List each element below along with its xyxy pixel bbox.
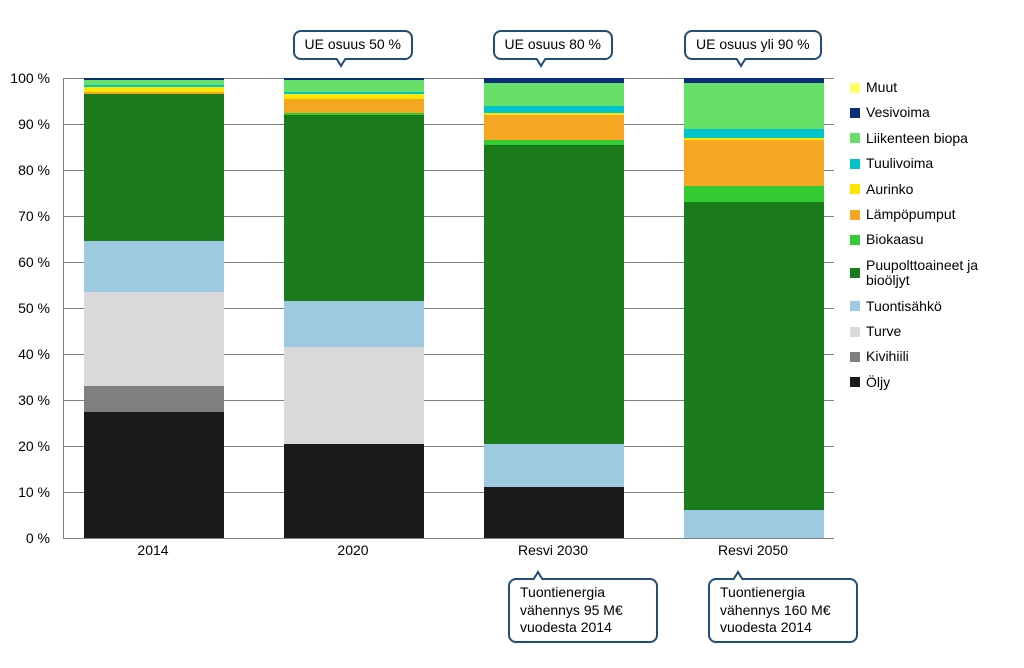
bar-segment-kivihiili [84, 386, 224, 411]
y-tick-label: 50 % [0, 300, 50, 316]
legend-item-turve: Turve [850, 324, 1016, 339]
legend-item-oljy: Öljy [850, 375, 1016, 390]
legend-swatch [850, 301, 860, 311]
bar-segment-biokaasu [684, 186, 824, 202]
callout-line: Tuontienergia [520, 584, 646, 602]
legend-item-muut: Muut [850, 80, 1016, 95]
bar-group [484, 78, 624, 538]
callout-line: vähennys 95 M€ [520, 602, 646, 620]
x-tick-label: Resvi 2030 [518, 542, 588, 558]
y-tick-label: 70 % [0, 208, 50, 224]
legend-item-puupolttoaineet: Puupolttoaineet ja bioöljyt [850, 258, 1016, 289]
callout-line: Tuontienergia [720, 584, 846, 602]
legend-swatch [850, 377, 860, 387]
bar-segment-lampopumput [284, 99, 424, 113]
bar-segment-liikenteen_biopa [484, 83, 624, 106]
callout-top: UE osuus yli 90 % [684, 30, 822, 60]
legend-swatch [850, 352, 860, 362]
y-tick-label: 60 % [0, 254, 50, 270]
chart-container: 0 % 10 % 20 % 30 % 40 % 50 % 60 % 70 % 80 % 90 % 1… [0, 0, 1024, 668]
callout-bottom: Tuontienergiavähennys 95 M€vuodesta 2014 [508, 578, 658, 643]
y-tick-label: 30 % [0, 392, 50, 408]
legend-label: Turve [866, 324, 901, 339]
legend-item-biokaasu: Biokaasu [850, 232, 1016, 247]
bar-segment-tuontisahko [684, 510, 824, 538]
y-tick-label: 10 % [0, 484, 50, 500]
legend-label: Muut [866, 80, 897, 95]
legend-item-vesivoima: Vesivoima [850, 105, 1016, 120]
legend-item-liikenteen_biopa: Liikenteen biopa [850, 131, 1016, 146]
x-tick-label: Resvi 2050 [718, 542, 788, 558]
bar-segment-turve [84, 292, 224, 386]
bar-group [684, 78, 824, 538]
y-tick-label: 100 % [0, 70, 50, 86]
bar-segment-puupolttoaineet [84, 94, 224, 241]
bar-segment-puupolttoaineet [684, 202, 824, 510]
bar-segment-liikenteen_biopa [284, 80, 424, 92]
legend-swatch [850, 108, 860, 118]
legend-swatch [850, 184, 860, 194]
legend-label: Kivihiili [866, 349, 909, 364]
legend-label: Puupolttoaineet ja bioöljyt [866, 258, 1016, 289]
legend-swatch [850, 210, 860, 220]
legend-label: Öljy [866, 375, 890, 390]
bar-group [84, 78, 224, 538]
bar-segment-lampopumput [484, 115, 624, 140]
callout-line: vuodesta 2014 [720, 619, 846, 637]
legend-label: Tuontisähkö [866, 299, 942, 314]
callout-top: UE osuus 50 % [293, 30, 414, 60]
plot-area [63, 78, 834, 539]
bar-segment-oljy [284, 444, 424, 538]
legend-item-kivihiili: Kivihiili [850, 349, 1016, 364]
bar-segment-oljy [484, 487, 624, 538]
callout-line: vuodesta 2014 [520, 619, 646, 637]
bar-segment-oljy [84, 412, 224, 539]
legend-item-tuontisahko: Tuontisähkö [850, 299, 1016, 314]
legend-swatch [850, 268, 860, 278]
legend-label: Tuulivoima [866, 156, 933, 171]
bar-segment-liikenteen_biopa [684, 83, 824, 129]
callout-bottom: Tuontienergiavähennys 160 M€vuodesta 201… [708, 578, 858, 643]
y-tick-label: 90 % [0, 116, 50, 132]
bar-segment-tuulivoima [684, 129, 824, 138]
legend-swatch [850, 83, 860, 93]
callout-top: UE osuus 80 % [493, 30, 614, 60]
y-tick-label: 20 % [0, 438, 50, 454]
legend-label: Biokaasu [866, 232, 924, 247]
legend: Muut Vesivoima Liikenteen biopa Tuulivoima A… [850, 80, 1016, 400]
legend-label: Liikenteen biopa [866, 131, 968, 146]
legend-swatch [850, 327, 860, 337]
y-tick-label: 0 % [0, 530, 50, 546]
bar-segment-puupolttoaineet [484, 145, 624, 444]
bar-segment-turve [284, 347, 424, 444]
bar-segment-lampopumput [684, 140, 824, 186]
callout-line: vähennys 160 M€ [720, 602, 846, 620]
y-tick-label: 80 % [0, 162, 50, 178]
legend-swatch [850, 159, 860, 169]
bar-segment-tuontisahko [284, 301, 424, 347]
legend-item-lampopumput: Lämpöpumput [850, 207, 1016, 222]
bar-group [284, 78, 424, 538]
bar-segment-puupolttoaineet [284, 115, 424, 301]
bar-segment-tuontisahko [484, 444, 624, 488]
y-tick-label: 40 % [0, 346, 50, 362]
legend-label: Lämpöpumput [866, 207, 956, 222]
legend-item-tuulivoima: Tuulivoima [850, 156, 1016, 171]
bar-segment-tuontisahko [84, 241, 224, 292]
legend-swatch [850, 235, 860, 245]
bar-segment-tuulivoima [484, 106, 624, 113]
legend-swatch [850, 133, 860, 143]
legend-label: Aurinko [866, 182, 913, 197]
x-tick-label: 2014 [137, 542, 168, 558]
legend-item-aurinko: Aurinko [850, 182, 1016, 197]
legend-label: Vesivoima [866, 105, 930, 120]
x-tick-label: 2020 [337, 542, 368, 558]
